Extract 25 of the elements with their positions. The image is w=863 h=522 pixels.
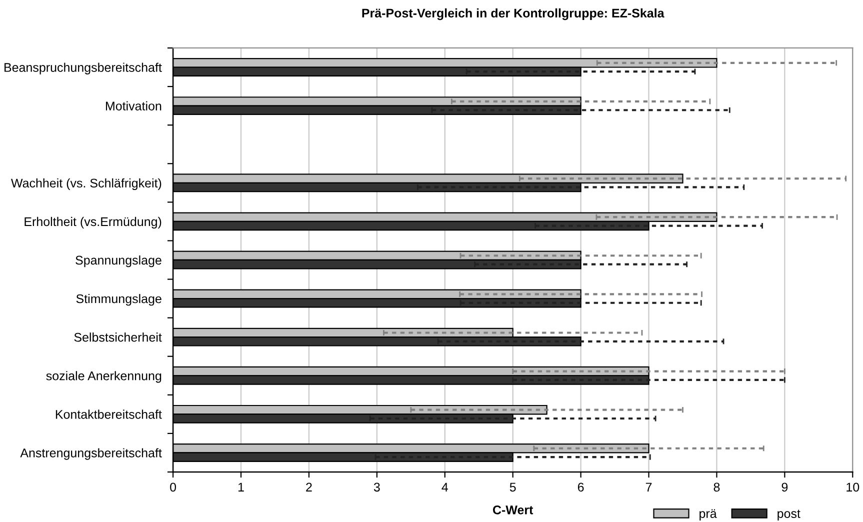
x-tick-label: 1 [238,482,244,492]
x-tick-label: 7 [646,482,652,492]
chart-title: Prä-Post-Vergleich in der Kontrollgruppe: EZ-Skala [362,8,664,20]
x-tick-label: 2 [306,482,312,492]
y-tick-label: Beanspruchungsbereitschaft [4,62,162,74]
y-tick-label: Selbstsicherheit [74,332,162,342]
x-axis-title: C-Wert [492,506,534,514]
y-tick-label: Motivation [106,101,162,110]
x-tick-label: 8 [714,482,720,492]
x-tick-label: 3 [374,482,380,492]
x-tick-label: 6 [578,482,584,492]
legend-label: post [778,510,800,520]
y-tick-label: Spannungslage [76,255,162,268]
x-tick-label: 4 [442,482,448,492]
legend-label: prä [700,509,717,520]
x-tick-label: 5 [510,482,516,492]
y-tick-label: soziale Anerkennung [46,371,162,383]
y-tick-label: Wachheit (vs. Schläfrigkeit) [11,178,162,190]
x-tick-label: 0 [170,482,176,492]
x-tick-label: 9 [782,482,788,492]
y-tick-label: Anstrengungsbereitschaft [20,448,162,460]
x-tick-label: 10 [846,482,860,492]
y-tick-label: Erholtheit (vs.Ermüdung) [24,216,162,229]
y-tick-label: Kontaktbereitschaft [56,410,162,419]
y-tick-label: Stimmungslage [76,294,162,306]
